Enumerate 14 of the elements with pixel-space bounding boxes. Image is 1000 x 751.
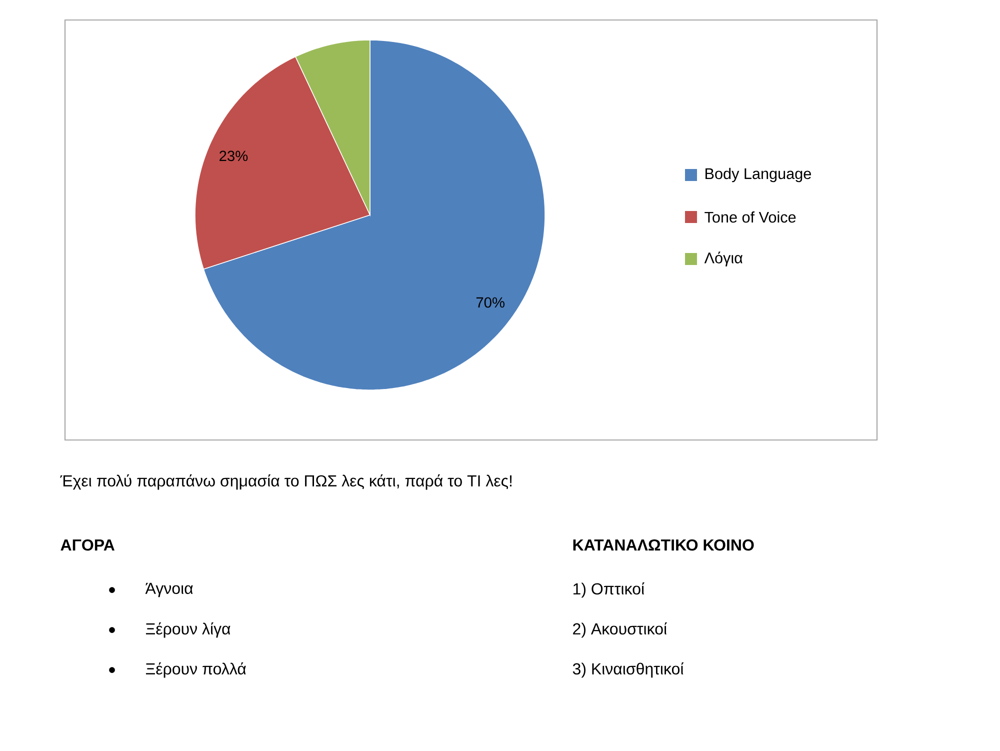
data-label: 23%	[220, 150, 248, 162]
text: 1) Οπτικοί	[573, 582, 644, 598]
text: Άγνοια	[145, 582, 193, 598]
data-label: 70%	[476, 297, 504, 308]
text: ΚΑΤΑΝΑΛΩΤΙΚΟ ΚΟΙΝΟ	[573, 539, 754, 551]
text: Ξέρουν λίγα	[146, 622, 230, 638]
text: 3) Κιναισθητικοί	[572, 662, 684, 678]
legend-label: Tone of Voice	[704, 211, 796, 223]
legend-label: Body Language	[706, 168, 811, 182]
text: Έχει πολύ παραπάνω σημασία το ΠΩΣ λες κάτι, παρά το ΤΙ λες!	[60, 474, 512, 490]
text: ΑΓΟΡΑ	[60, 539, 114, 551]
legend-label: Λόγια	[704, 252, 743, 266]
text: 2) Ακουστικοί	[573, 622, 667, 638]
text: Ξέρουν πολλά	[146, 662, 246, 678]
